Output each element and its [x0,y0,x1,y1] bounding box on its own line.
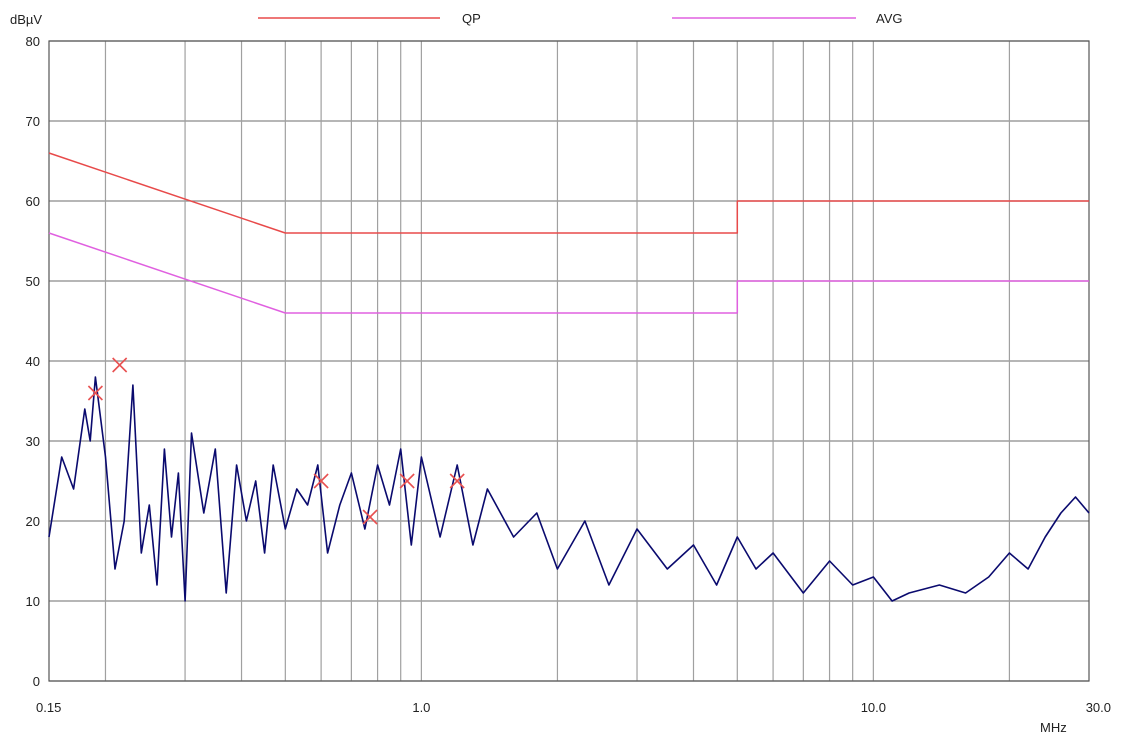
x-tick-label: 10.0 [861,700,886,715]
peak-markers [87,357,465,525]
peak-marker [112,357,128,373]
y-tick-label: 40 [26,354,40,369]
plot-frame [48,40,1090,682]
x-tick-label: 30.0 [1086,700,1111,715]
x-axis-unit-label: MHz [1040,720,1067,735]
x-tick-label: 1.0 [412,700,430,715]
avg-limit-line [48,232,1089,314]
y-axis-unit-label: dBµV [10,12,42,27]
legend-label-qp: QP [462,11,481,26]
series-layer [48,152,1090,602]
axis-labels: 0 10 20 30 40 50 60 70 80 0.15 1.0 10.0 30.0 [26,34,1111,715]
measured-trace-line [48,376,1090,602]
y-tick-label: 20 [26,514,40,529]
peak-marker [313,473,329,489]
y-tick-label: 10 [26,594,40,609]
legend: QP AVG [258,11,903,26]
legend-label-avg: AVG [876,11,903,26]
y-tick-label: 80 [26,34,40,49]
qp-limit-line [48,152,1089,234]
y-tick-label: 70 [26,114,40,129]
y-tick-label: 30 [26,434,40,449]
peak-marker [449,473,465,489]
peak-marker [362,509,378,525]
gridlines [49,40,1089,682]
y-tick-label: 0 [33,674,40,689]
y-tick-label: 60 [26,194,40,209]
peak-marker [87,385,103,401]
x-tick-label: 0.15 [36,700,61,715]
y-tick-label: 50 [26,274,40,289]
peak-marker [399,473,415,489]
